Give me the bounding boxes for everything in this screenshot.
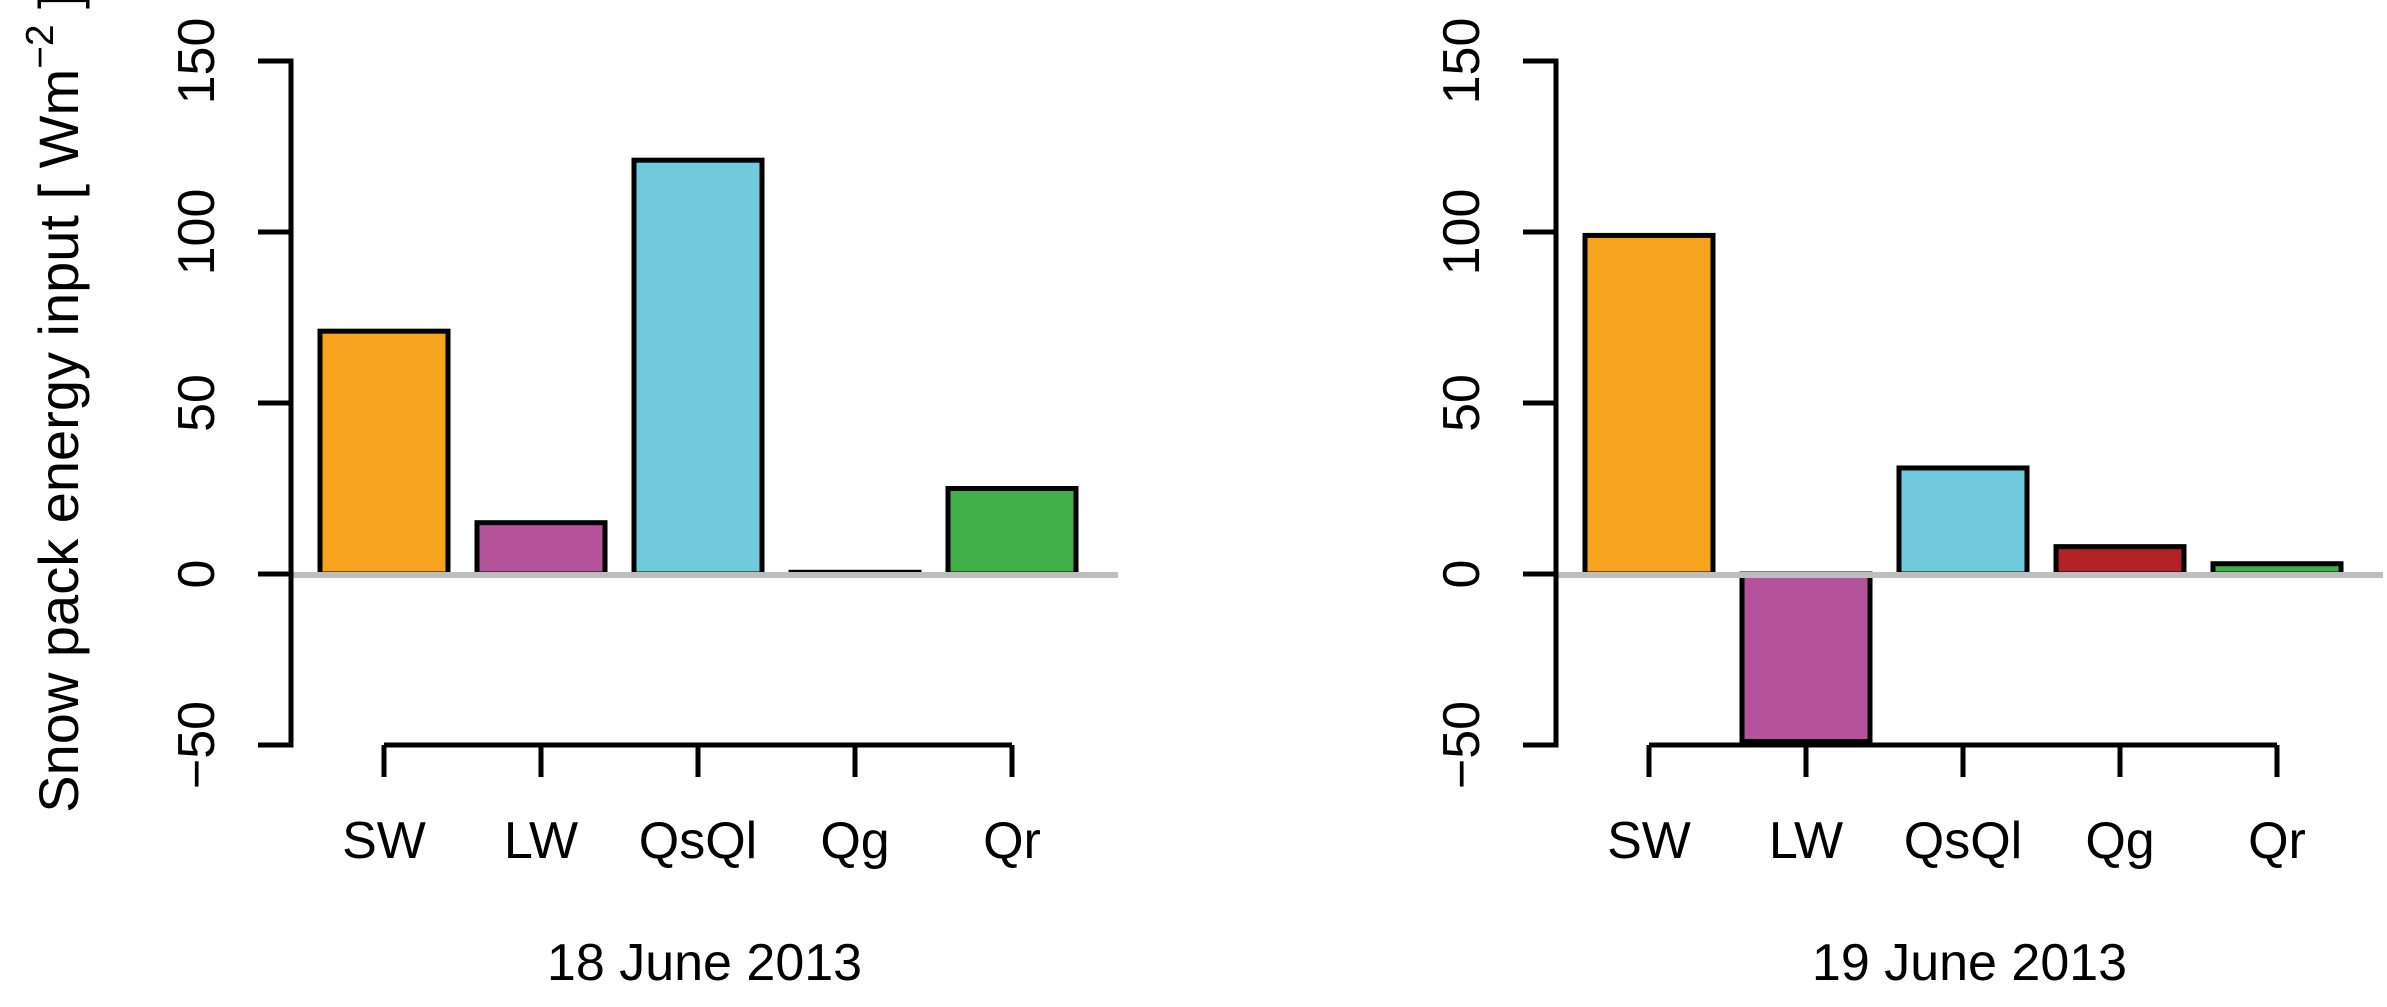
y-tick-label-0: 0: [1433, 560, 1491, 589]
y-tick-label-50: 50: [1433, 374, 1491, 432]
bar-lw: [1739, 571, 1873, 745]
y-axis-title: Snow pack energy input [ Wm−2 ]: [19, 0, 90, 813]
chart-caption: 18 June 2013: [547, 934, 862, 992]
bar-sw: [317, 328, 451, 577]
x-tick-label-lw: LW: [1769, 812, 1843, 870]
x-tick-label-qr: Qr: [983, 812, 1041, 870]
y-tick-label--50: −50: [1433, 701, 1491, 789]
bar-qg: [2053, 544, 2187, 577]
x-tick-label-qr: Qr: [2248, 812, 2306, 870]
x-tick-label-sw: SW: [1607, 812, 1691, 870]
y-tick-label-150: 150: [168, 18, 226, 105]
bar-sw: [1582, 232, 1716, 577]
bar-qsql: [1896, 465, 2030, 577]
y-tick-label-150: 150: [1433, 18, 1491, 105]
x-tick-label-qg: Qg: [820, 812, 889, 870]
y-tick-label-100: 100: [168, 189, 226, 276]
bar-lw: [474, 520, 608, 577]
bar-chart-18-june-2013: 150 100 50 0 −50 SW LW QsQl Qg Qr 18 June 2013 Snow…: [19, 0, 1118, 992]
y-tick-label-50: 50: [168, 374, 226, 432]
x-tick-label-qsql: QsQl: [639, 812, 757, 870]
x-tick-label-qg: Qg: [2085, 812, 2154, 870]
y-tick-label-100: 100: [1433, 189, 1491, 276]
x-tick-label-lw: LW: [504, 812, 578, 870]
bar-qsql: [631, 157, 765, 577]
y-tick-label-0: 0: [168, 560, 226, 589]
x-tick-label-qsql: QsQl: [1904, 812, 2022, 870]
chart-caption: 19 June 2013: [1812, 934, 2127, 992]
x-tick-label-sw: SW: [342, 812, 426, 870]
y-tick-label--50: −50: [168, 701, 226, 789]
bar-qr: [945, 486, 1079, 577]
bar-chart-19-june-2013: 150 100 50 0 −50 SW LW QsQl Qg Qr 19 June 2013: [1433, 18, 2383, 992]
